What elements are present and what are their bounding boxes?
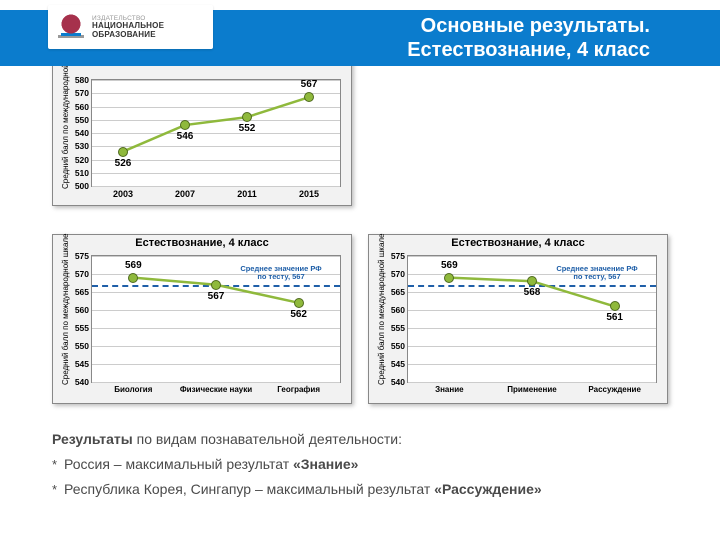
bullet-korea-singapore: Республика Корея, Сингапур – максимальны…: [52, 480, 668, 499]
chart-title: Естествознание, 4 класс: [53, 237, 351, 249]
y-tick: 565: [391, 287, 405, 297]
data-point: [211, 280, 221, 290]
gridline: [408, 382, 656, 383]
data-label: 567: [208, 291, 225, 302]
data-label: 569: [125, 260, 142, 271]
y-tick: 560: [75, 102, 89, 112]
data-point: [304, 92, 314, 102]
data-point: [444, 273, 454, 283]
y-tick: 550: [75, 115, 89, 125]
data-label: 568: [524, 287, 541, 298]
data-label: 569: [441, 260, 458, 271]
publisher-name: ИЗДАТЕЛЬСТВО НАЦИОНАЛЬНОЕ ОБРАЗОВАНИЕ: [92, 15, 164, 40]
y-axis-label: Средний балл по международной шкале: [377, 233, 386, 385]
plot-area: 540545550555560565570575Среднее значение…: [407, 255, 657, 383]
x-tick: География: [277, 385, 320, 394]
data-label: 552: [239, 123, 256, 134]
chart-title: Естествознание, 4 класс: [369, 237, 667, 249]
y-tick: 530: [75, 141, 89, 151]
y-tick: 550: [75, 341, 89, 351]
data-point: [242, 112, 252, 122]
x-tick: 2003: [113, 189, 133, 199]
publisher-logo-icon: [56, 12, 86, 42]
x-tick: 2011: [237, 189, 257, 199]
y-tick: 580: [75, 75, 89, 85]
y-tick: 500: [75, 181, 89, 191]
series-line: [92, 80, 340, 186]
plot-area: 5005105205305405505605705805262003546200…: [91, 79, 341, 187]
x-tick: Применение: [507, 385, 556, 394]
data-label: 526: [115, 158, 132, 169]
y-tick: 575: [391, 251, 405, 261]
x-tick: 2015: [299, 189, 319, 199]
y-tick: 555: [391, 323, 405, 333]
y-tick: 560: [75, 305, 89, 315]
y-tick: 545: [75, 359, 89, 369]
gridline: [92, 186, 340, 187]
y-axis-label: Средний балл по международной шкале: [61, 233, 70, 385]
y-tick: 575: [75, 251, 89, 261]
data-point: [294, 298, 304, 308]
chart-trend-russia: Российская Федерация (ЕСТЕСТВОЗНАНИЕ, 4 …: [52, 48, 352, 206]
data-point: [118, 147, 128, 157]
y-tick: 545: [391, 359, 405, 369]
y-tick: 550: [391, 341, 405, 351]
y-tick: 520: [75, 155, 89, 165]
plot-area: 540545550555560565570575Среднее значение…: [91, 255, 341, 383]
data-point: [610, 301, 620, 311]
page-title: Основные результаты. Естествознание, 4 к…: [330, 14, 650, 62]
data-label: 546: [177, 131, 194, 142]
data-label: 567: [301, 79, 318, 90]
y-tick: 540: [391, 377, 405, 387]
data-label: 561: [606, 312, 623, 323]
summary-heading: Результаты по видам познавательной деяте…: [52, 430, 668, 449]
x-tick: Физические науки: [180, 385, 252, 394]
y-tick: 570: [75, 269, 89, 279]
y-tick: 570: [391, 269, 405, 279]
data-label: 562: [290, 309, 307, 320]
chart-cognitive-domains: Естествознание, 4 класс Средний балл по …: [368, 234, 668, 404]
data-point: [128, 273, 138, 283]
y-tick: 555: [75, 323, 89, 333]
gridline: [92, 382, 340, 383]
y-tick: 560: [391, 305, 405, 315]
y-tick: 510: [75, 168, 89, 178]
summary-text: Результаты по видам познавательной деяте…: [52, 430, 668, 499]
y-tick: 565: [75, 287, 89, 297]
chart-content-domains: Естествознание, 4 класс Средний балл по …: [52, 234, 352, 404]
bullet-russia: Россия – максимальный результат «Знание»: [52, 455, 668, 474]
x-tick: Биология: [114, 385, 152, 394]
logo: ИЗДАТЕЛЬСТВО НАЦИОНАЛЬНОЕ ОБРАЗОВАНИЕ: [48, 5, 213, 49]
x-tick: Рассуждение: [588, 385, 641, 394]
y-tick: 570: [75, 88, 89, 98]
y-tick: 540: [75, 377, 89, 387]
data-point: [180, 120, 190, 130]
x-tick: 2007: [175, 189, 195, 199]
x-tick: Знание: [435, 385, 464, 394]
y-tick: 540: [75, 128, 89, 138]
data-point: [527, 276, 537, 286]
